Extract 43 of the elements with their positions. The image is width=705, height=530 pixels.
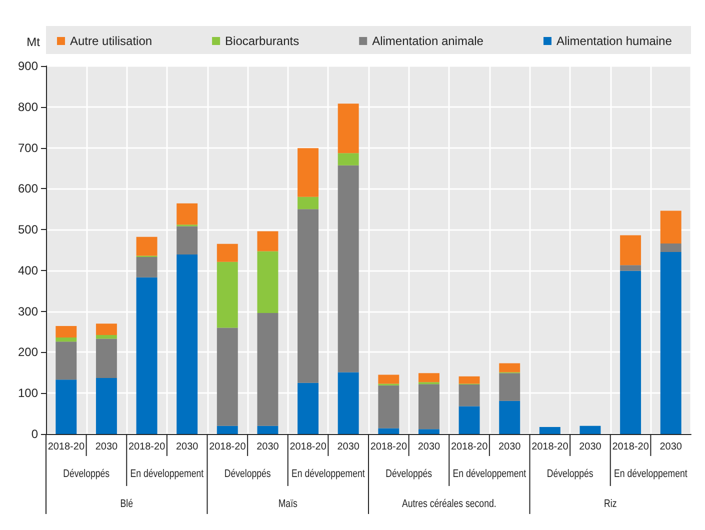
x-tick-label: 2030 — [418, 442, 441, 452]
x-tick-label: 2030 — [579, 442, 602, 452]
x-tick-label: 2030 — [337, 442, 360, 452]
text: Blé — [120, 498, 134, 510]
text: Développés — [63, 468, 110, 480]
y-tick-label: 300 — [18, 304, 38, 318]
x-tick-label: 2018-20 — [450, 442, 488, 452]
x-tick-label: 2018-20 — [128, 442, 166, 452]
y-tick-label: 700 — [18, 140, 38, 155]
x-tick-label: 2030 — [176, 442, 199, 452]
x-tick-label: 2030 — [498, 442, 522, 452]
legend-label: Autre utilisation — [70, 34, 152, 48]
x-tick-label: 2018-20 — [48, 442, 85, 452]
x-tick-label: 2018-20 — [532, 442, 569, 452]
text: Développés — [546, 468, 594, 480]
y-tick-label: 0 — [31, 427, 38, 441]
text: Maïs — [278, 498, 298, 510]
y-axis-title: Mt — [26, 35, 41, 49]
x-tick-label: 2030 — [660, 442, 682, 452]
y-tick-label: 400 — [18, 263, 38, 278]
y-tick-label: 600 — [18, 182, 38, 196]
y-tick-label: 800 — [18, 100, 38, 114]
legend-label: Alimentation humaine — [556, 34, 672, 48]
x-tick-label: 2018-20 — [209, 442, 246, 452]
text: En développement — [130, 468, 204, 480]
x-tick-label: 2018-20 — [290, 442, 327, 452]
y-tick-label: 200 — [18, 345, 38, 360]
y-tick-label: 500 — [18, 222, 38, 237]
text: Riz — [604, 498, 617, 510]
x-tick-label: 2030 — [95, 442, 118, 452]
text: En développement — [292, 468, 366, 480]
x-tick-label: 2018-20 — [612, 442, 650, 452]
legend-label: Biocarburants — [225, 34, 300, 48]
x-tick-label: 2030 — [256, 442, 280, 452]
y-tick-label: 100 — [18, 386, 38, 400]
legend-label: Alimentation animale — [372, 34, 484, 48]
text: En développement — [614, 468, 688, 480]
text: Développés — [224, 468, 271, 480]
x-tick-label: 2018-20 — [370, 442, 408, 452]
y-tick-label: 900 — [18, 59, 38, 73]
text: En développement — [452, 468, 526, 480]
text: Autres céréales second. — [402, 498, 496, 510]
text: Développés — [386, 468, 432, 480]
